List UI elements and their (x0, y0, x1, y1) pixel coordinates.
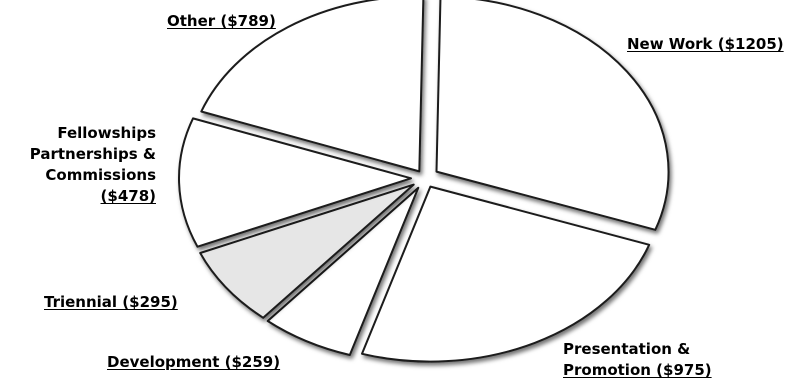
pie-slice-other (200, 0, 425, 173)
slice-label-triennial: Triennial ($295) (44, 293, 178, 311)
pie-slice-triennial (199, 183, 415, 319)
pie-slices (178, 0, 670, 363)
slice-label-development: Development ($259) (107, 353, 281, 371)
slice-label-new-work: New Work ($1205) (627, 35, 784, 53)
slice-label-fellowships: Fellowships Partnerships & Commissions (… (29, 124, 156, 205)
slice-label-presentation-promotion: Presentation & Promotion ($975) (563, 340, 712, 379)
pie-slice-development (266, 186, 420, 356)
pie-slice-fellowships-partnerships-commissions (178, 117, 412, 248)
pie-slice-presentation-promotion (361, 185, 651, 363)
slice-label-other: Other ($789) (167, 12, 276, 30)
pie-slice-new-work (435, 0, 670, 231)
